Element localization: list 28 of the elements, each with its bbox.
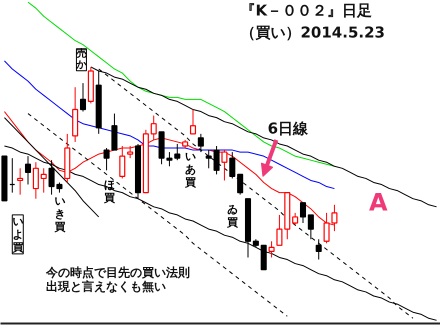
annotation: 今の時点で目先の買い法則出現と言えなくも無い — [45, 266, 190, 294]
candlestick — [119, 146, 126, 179]
candlestick — [9, 158, 16, 194]
candlestick — [127, 146, 134, 159]
candlestick — [17, 168, 24, 196]
chart-subtitle: （買い）2014.5.23 — [240, 24, 385, 42]
candlestick — [174, 143, 180, 161]
annotation: いき買 — [54, 194, 66, 234]
annotation: いあ買 — [184, 150, 196, 190]
candlestick — [300, 202, 306, 224]
candlestick — [221, 150, 228, 181]
candlestick — [24, 156, 32, 186]
candlestick — [316, 238, 322, 260]
annotation: A — [369, 188, 388, 217]
annotation: 6日線 — [268, 120, 310, 138]
candlestick — [56, 182, 62, 194]
candlestick — [276, 214, 282, 246]
candlestick — [80, 82, 86, 112]
candlestick — [190, 109, 196, 134]
candlestick — [48, 160, 55, 196]
candlestick — [166, 152, 172, 167]
candlestick — [198, 133, 204, 153]
candlestick — [268, 240, 275, 258]
candlestick — [308, 214, 314, 240]
chart-title: 『K－００２』日足 — [240, 2, 372, 20]
annotation: ほ買 — [103, 178, 116, 204]
candlestick — [104, 148, 110, 171]
annotation: ゐ買 — [226, 202, 238, 229]
